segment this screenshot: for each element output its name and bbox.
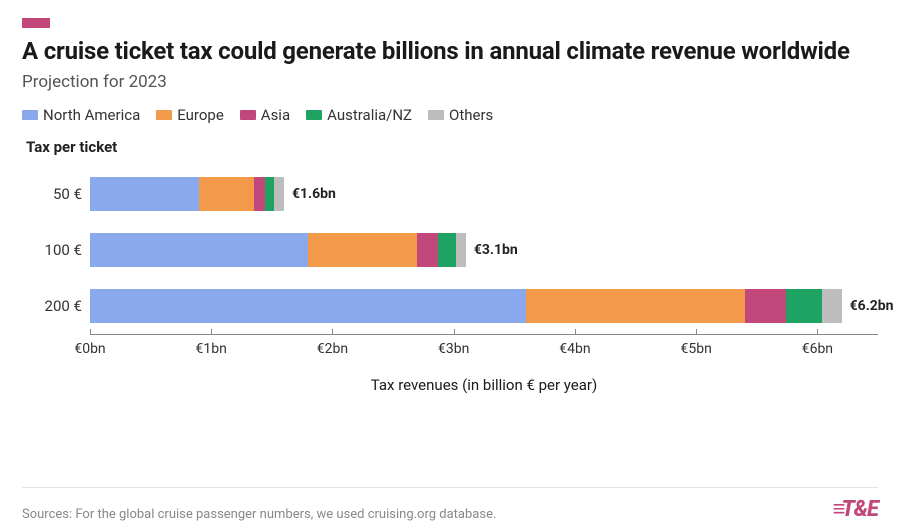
legend-swatch <box>22 110 38 120</box>
x-tick <box>332 329 333 335</box>
legend-item: North America <box>22 106 140 124</box>
legend-swatch <box>428 110 444 120</box>
x-tick-label: €4bn <box>559 341 590 357</box>
bar-plot-cell: €3.1bn <box>90 222 878 278</box>
bar-plot-cell: €1.6bn <box>90 166 878 222</box>
chart-subtitle: Projection for 2023 <box>22 72 878 92</box>
legend-swatch <box>156 110 172 120</box>
x-tick-label: €0bn <box>74 341 105 357</box>
legend-label: Others <box>449 106 493 124</box>
bar-total-label: €1.6bn <box>292 186 336 202</box>
source-text: Sources: For the global cruise passenger… <box>22 507 496 522</box>
legend-item: Asia <box>240 106 290 124</box>
legend-label: Europe <box>177 106 224 124</box>
bar-segment <box>822 289 841 323</box>
bar-segment <box>90 177 199 211</box>
bar-row: 100 € €3.1bn <box>34 222 878 278</box>
legend-label: Australia/NZ <box>327 106 412 124</box>
x-axis: €0bn€1bn€2bn€3bn€4bn€5bn€6bn <box>90 334 878 372</box>
brand-logo: ≡T&E <box>833 496 878 522</box>
bar-segment <box>526 289 744 323</box>
bar-segment <box>417 233 438 267</box>
bar-segment <box>745 289 786 323</box>
bar-segment <box>90 289 526 323</box>
legend-label: North America <box>43 106 140 124</box>
x-tick <box>817 329 818 335</box>
legend-item: Australia/NZ <box>306 106 412 124</box>
bar-segment <box>438 233 456 267</box>
chart-title: A cruise ticket tax could generate billi… <box>22 36 878 66</box>
x-tick <box>211 329 212 335</box>
bar-track <box>90 289 878 323</box>
bar-row-label: 100 € <box>34 241 90 259</box>
x-axis-title: Tax revenues (in billion € per year) <box>90 376 878 394</box>
bar-segment <box>254 177 265 211</box>
x-tick <box>454 329 455 335</box>
legend-swatch <box>306 110 322 120</box>
bar-row-label: 200 € <box>34 297 90 315</box>
x-tick-label: €3bn <box>438 341 469 357</box>
y-axis-title: Tax per ticket <box>26 138 878 156</box>
x-tick <box>90 329 91 335</box>
bar-row: 50 € €1.6bn <box>34 166 878 222</box>
bar-total-label: €3.1bn <box>474 242 518 258</box>
x-tick <box>575 329 576 335</box>
legend-swatch <box>240 110 256 120</box>
legend-item: Europe <box>156 106 224 124</box>
bar-segment <box>265 177 275 211</box>
legend: North America Europe Asia Australia/NZ Other… <box>22 106 878 124</box>
bar-segment <box>456 233 466 267</box>
bar-segment <box>274 177 284 211</box>
x-tick-label: €6bn <box>802 341 833 357</box>
x-tick-label: €1bn <box>196 341 227 357</box>
legend-item: Others <box>428 106 493 124</box>
legend-label: Asia <box>261 106 290 124</box>
bar-segment <box>786 289 822 323</box>
bar-track <box>90 177 878 211</box>
bar-segment <box>308 233 417 267</box>
footer: Sources: For the global cruise passenger… <box>22 487 878 522</box>
bar-row-label: 50 € <box>34 185 90 203</box>
bar-segment <box>199 177 254 211</box>
x-tick-label: €2bn <box>317 341 348 357</box>
brand-accent-block <box>22 18 50 28</box>
bar-segment <box>90 233 308 267</box>
brand-bars-icon: ≡ <box>833 497 840 522</box>
chart-plot-area: 50 € €1.6bn 100 € €3.1bn 200 €€6.2bn <box>34 166 878 334</box>
bar-plot-cell: €6.2bn <box>90 278 878 334</box>
x-tick <box>696 329 697 335</box>
brand-text: T&E <box>841 497 878 522</box>
x-tick-label: €5bn <box>680 341 711 357</box>
bar-row: 200 €€6.2bn <box>34 278 878 334</box>
bar-total-label: €6.2bn <box>850 298 894 314</box>
